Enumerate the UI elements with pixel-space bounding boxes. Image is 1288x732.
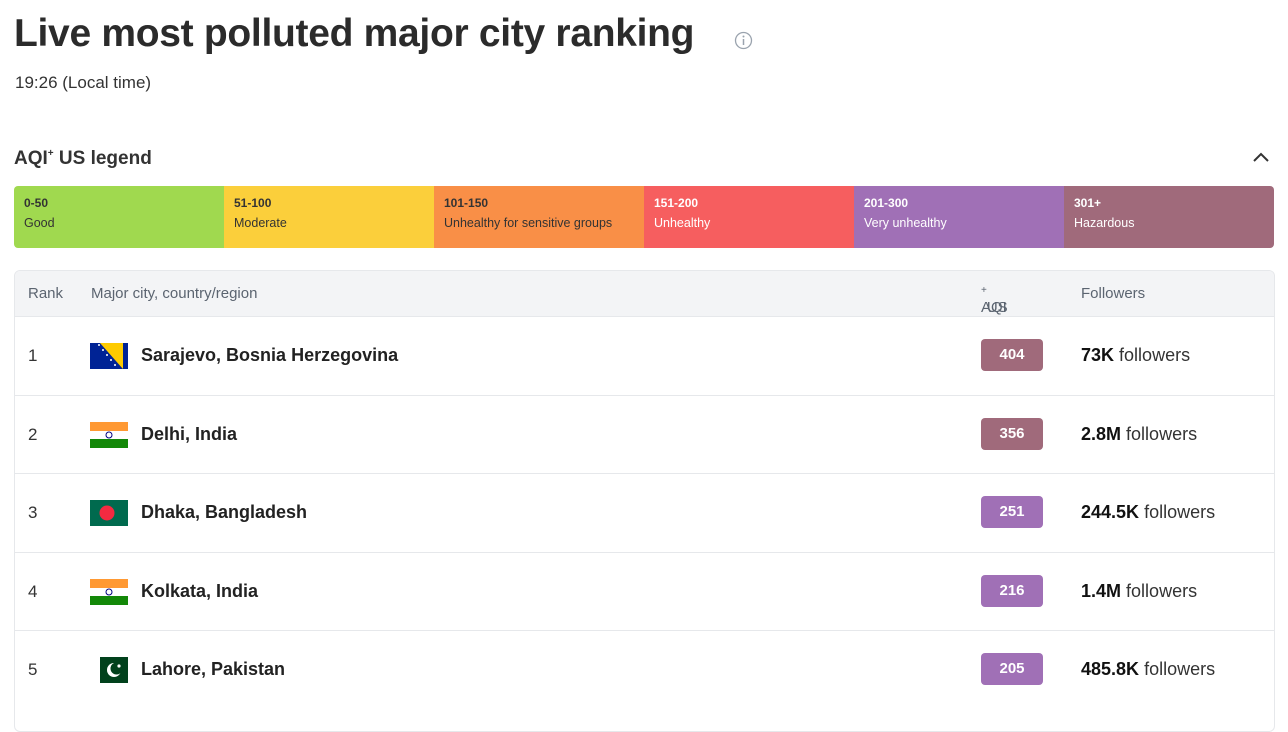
legend-label: Very unhealthy	[864, 216, 947, 230]
table-row[interactable]: 4 Kolkata, India 216 1.4M followers	[15, 551, 1274, 631]
col-aqi-rest: US	[986, 299, 1008, 316]
flag	[90, 421, 128, 453]
legend-label: Hazardous	[1074, 216, 1135, 230]
legend-segment: 101-150 Unhealthy for sensitive groups	[434, 186, 644, 248]
col-rank: Rank	[28, 285, 64, 302]
legend-title-rest: US legend	[58, 148, 152, 169]
legend-bar: 0-50 Good 51-100 Moderate 101-150 Unhealthy f…	[14, 186, 1274, 248]
legend-range: 101-150	[444, 196, 489, 210]
followers: 73K followers	[1081, 345, 1190, 366]
legend-segment: 201-300 Very unhealthy	[854, 186, 1064, 248]
followers-word: followers	[1144, 659, 1216, 679]
followers-count: 485.8K	[1081, 659, 1140, 679]
flag-bangladesh	[90, 500, 128, 526]
info-icon[interactable]	[734, 31, 753, 50]
flag-india	[90, 421, 128, 448]
legend-title-main: AQI	[14, 148, 48, 169]
followers: 2.8M followers	[1081, 424, 1197, 445]
flag-bosnia	[90, 343, 128, 369]
aqi-badge: 205	[981, 653, 1043, 685]
page-title: Live most polluted major city ranking	[14, 12, 695, 55]
legend-segment: 151-200 Unhealthy	[644, 186, 854, 248]
followers-word: followers	[1144, 502, 1216, 522]
col-followers: Followers	[1081, 285, 1146, 302]
rank: 3	[28, 503, 38, 522]
legend-label: Unhealthy for sensitive groups	[444, 216, 613, 230]
col-aqi-main: AQI	[981, 299, 1007, 316]
city-name[interactable]: Kolkata, India	[141, 580, 259, 601]
flag-india	[90, 578, 128, 605]
page: Live most polluted major city ranking 19…	[14, 12, 1275, 732]
rank: 4	[28, 581, 38, 601]
followers-word: followers	[1126, 423, 1198, 444]
followers-word: followers	[1119, 345, 1191, 365]
followers-word: followers	[1126, 580, 1198, 601]
flag	[90, 657, 128, 688]
legend-range: 201-300	[864, 196, 909, 210]
ranking-table: Rank Major city, country/region AQI + US …	[14, 270, 1275, 732]
legend-label: Moderate	[234, 216, 287, 230]
followers: 1.4M followers	[1081, 581, 1197, 602]
legend-title: AQI+ US legend	[14, 148, 152, 170]
aqi-badge: 356	[981, 417, 1043, 450]
city-name[interactable]: Delhi, India	[141, 423, 238, 444]
followers: 485.8K followers	[1081, 659, 1215, 680]
legend-label: Good	[24, 216, 55, 230]
rank: 1	[28, 346, 38, 365]
flag	[90, 343, 128, 374]
followers-count: 2.8M	[1081, 423, 1122, 444]
rank: 2	[28, 424, 38, 444]
city-name[interactable]: Lahore, Pakistan	[141, 659, 286, 679]
legend-range: 301+	[1074, 196, 1102, 210]
flag-pakistan	[100, 657, 128, 683]
legend-range: 51-100	[234, 196, 272, 210]
aqi-badge: 251	[981, 496, 1043, 528]
legend-segment: 301+ Hazardous	[1064, 186, 1274, 248]
flag	[90, 578, 128, 610]
legend-range: 0-50	[24, 196, 49, 210]
city-name[interactable]: Sarajevo, Bosnia Herzegovina	[141, 345, 399, 365]
aqi-badge: 216	[981, 574, 1043, 607]
col-city: Major city, country/region	[91, 285, 258, 302]
followers-count: 73K	[1081, 345, 1115, 365]
col-aqi-sup: +	[981, 285, 987, 296]
table-header: Rank Major city, country/region AQI + US …	[15, 271, 1274, 316]
aqi-badge: 404	[981, 339, 1043, 371]
legend-segment: 51-100 Moderate	[224, 186, 434, 248]
legend-range: 151-200	[654, 196, 699, 210]
table-row[interactable]: 5 Lahore, Pakistan 205 485.8K followers	[15, 630, 1274, 709]
table-row[interactable]: 1 Sarajevo, Bosnia Herzegovina 404 73K foll…	[15, 316, 1274, 395]
city-name[interactable]: Dhaka, Bangladesh	[141, 502, 308, 522]
collapse-icon[interactable]	[1252, 150, 1270, 164]
followers-count: 244.5K	[1081, 502, 1140, 522]
table-row[interactable]: 2 Delhi, India 356 2.8M followers	[15, 394, 1274, 474]
table-row[interactable]: 3 Dhaka, Bangladesh 251 244.5K followers	[15, 473, 1274, 552]
followers-count: 1.4M	[1081, 580, 1122, 601]
followers: 244.5K followers	[1081, 502, 1215, 523]
subtitle: 19:26 (Local time)	[15, 73, 152, 92]
legend-segment: 0-50 Good	[14, 186, 224, 248]
legend-label: Unhealthy	[654, 216, 711, 230]
rank: 5	[28, 660, 38, 679]
flag	[90, 500, 128, 531]
col-aqi: AQI + US	[981, 285, 1008, 316]
legend-title-sup: +	[47, 148, 54, 159]
